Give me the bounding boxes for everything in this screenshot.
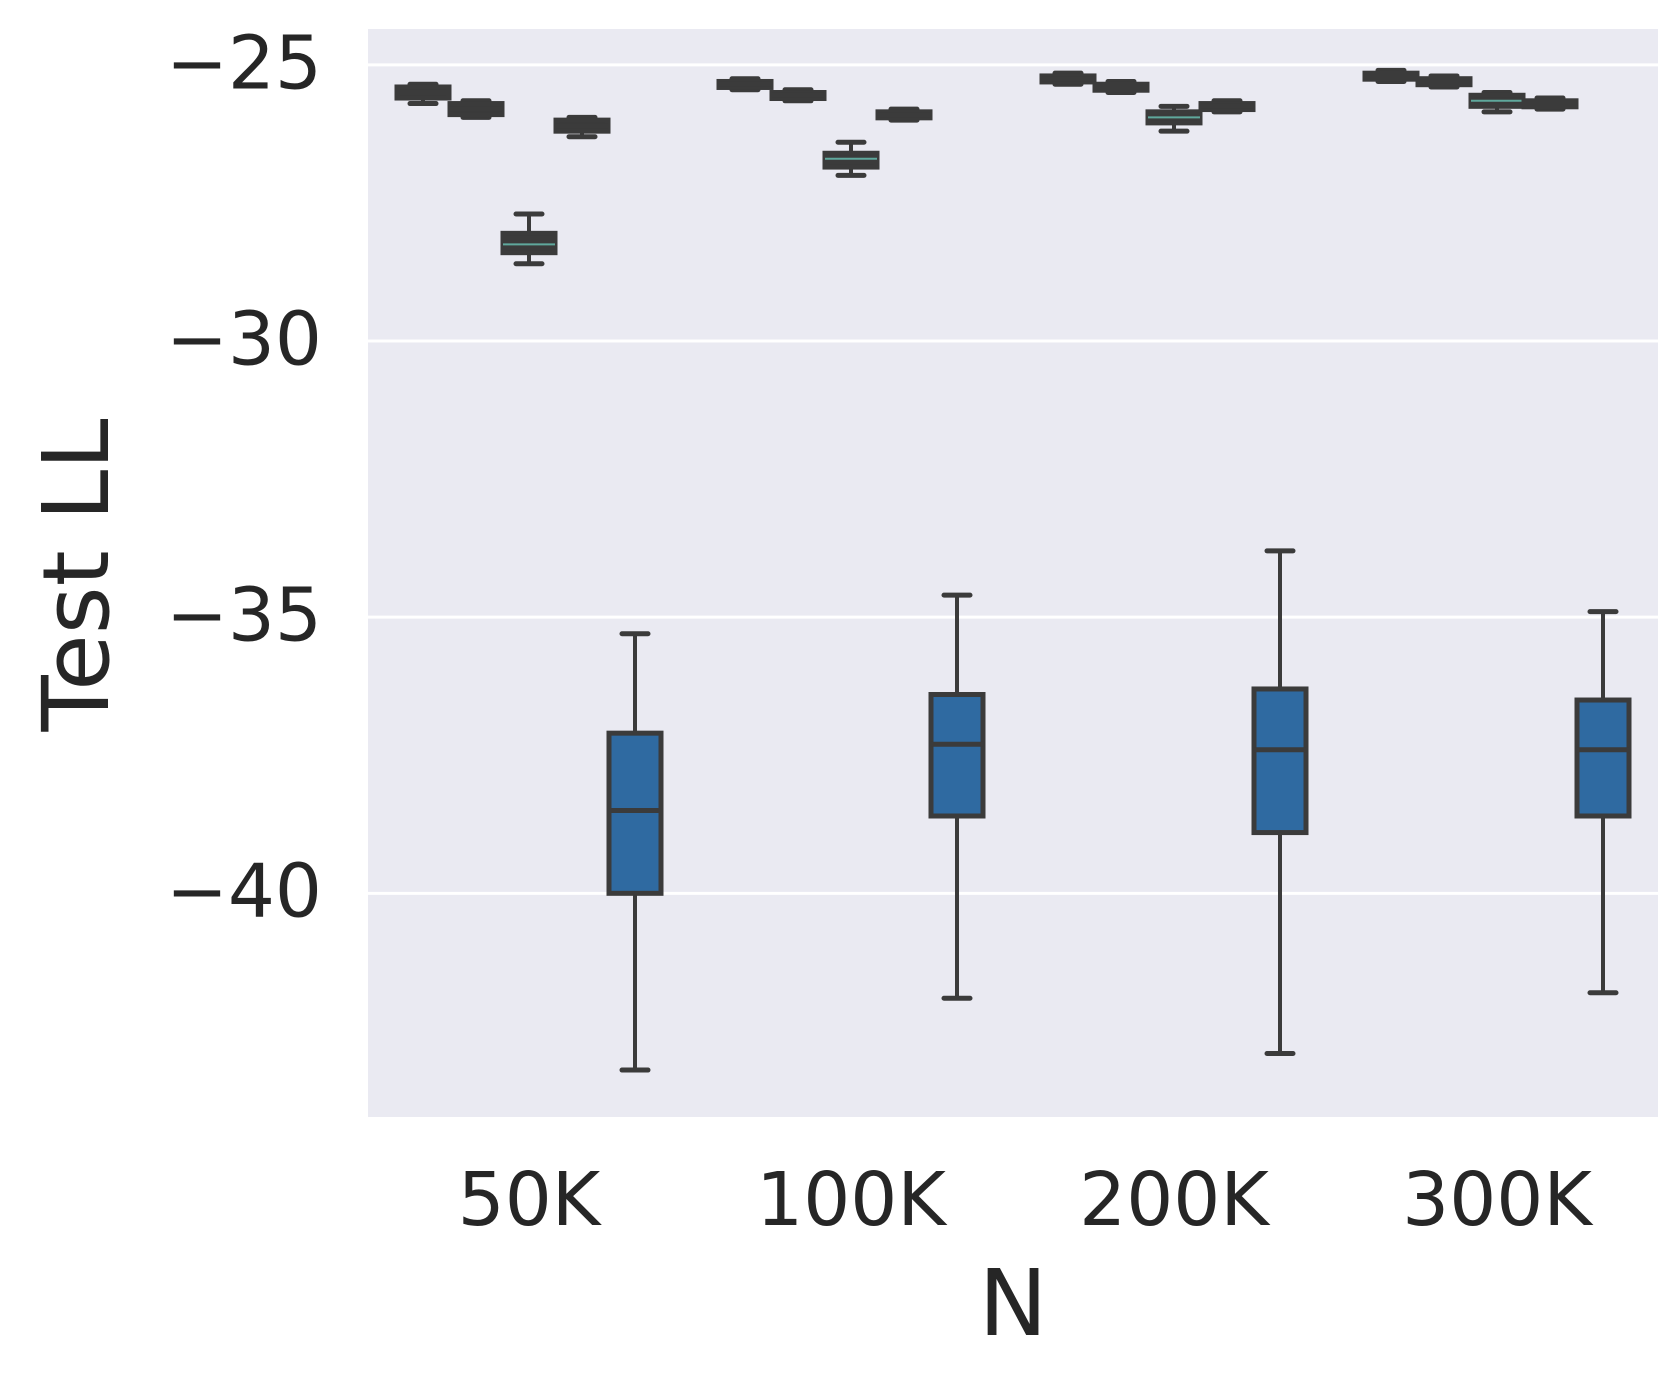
box-300K	[1362, 67, 1420, 84]
x-tick-label: 300K	[1402, 1157, 1594, 1243]
box-groups	[394, 67, 1632, 1073]
box-300K	[1521, 95, 1579, 112]
y-tick-label: −25	[166, 21, 322, 107]
box-iqr	[606, 730, 664, 896]
box-iqr	[1574, 697, 1632, 819]
x-tick-labels: 50K 100K 200K 300K	[458, 1157, 1595, 1243]
box-200K	[1198, 98, 1256, 115]
box-iqr	[928, 692, 986, 819]
box-200K	[1039, 70, 1097, 87]
box-200K	[1092, 78, 1150, 96]
x-tick-label: 100K	[756, 1157, 948, 1243]
box-iqr	[822, 150, 880, 170]
box-300K	[1574, 609, 1632, 996]
box-100K	[822, 139, 880, 178]
x-axis-label: N	[979, 1250, 1048, 1357]
box-300K	[1415, 73, 1473, 90]
box-100K	[769, 87, 827, 104]
y-tick-label: −35	[166, 573, 322, 659]
box-iqr	[1251, 686, 1309, 836]
box-50K	[553, 114, 611, 140]
x-tick-label: 200K	[1079, 1157, 1271, 1243]
box-iqr	[500, 230, 558, 256]
box-200K	[1145, 103, 1203, 134]
box-50K	[394, 81, 452, 107]
box-50K	[447, 98, 505, 120]
box-200K	[1251, 548, 1309, 1056]
box-100K	[716, 76, 774, 93]
box-100K	[928, 592, 986, 1001]
y-tick-labels: −25 −30 −35 −40	[166, 21, 322, 935]
box-100K	[875, 106, 933, 123]
box-50K	[500, 211, 558, 267]
y-tick-label: −40	[166, 849, 322, 935]
x-tick-label: 50K	[458, 1157, 603, 1243]
y-tick-label: −30	[166, 297, 322, 383]
grid-lines	[368, 63, 1658, 895]
y-axis-label: Test LL	[23, 419, 130, 733]
box-50K	[606, 631, 664, 1073]
plot-background	[368, 29, 1658, 1117]
